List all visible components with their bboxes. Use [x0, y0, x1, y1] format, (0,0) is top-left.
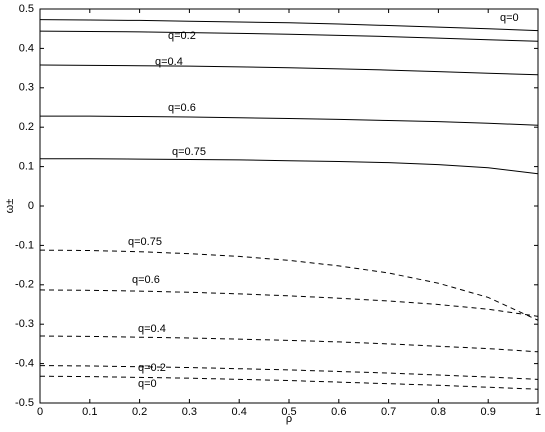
curve-label: q=0.4 — [138, 323, 166, 335]
y-tick-label: 0.2 — [19, 121, 34, 133]
y-tick-label: -0.4 — [15, 358, 34, 370]
curve — [39, 289, 539, 317]
x-tick-label: 0.9 — [481, 406, 496, 418]
curve — [39, 365, 539, 380]
y-tick-label: 0.4 — [19, 42, 34, 54]
curve — [39, 375, 539, 390]
curve — [39, 335, 539, 353]
x-tick-label: 0.2 — [132, 406, 147, 418]
curve — [39, 19, 539, 32]
y-tick-label: 0.1 — [19, 161, 34, 173]
curve — [40, 115, 539, 126]
x-tick-label: 0.8 — [431, 406, 446, 418]
curve-label: q=0 — [138, 378, 157, 390]
y-tick-label: -0.3 — [15, 318, 34, 330]
curve-label: q=0.6 — [168, 102, 196, 114]
x-tick-label: 0.4 — [232, 406, 247, 418]
y-tick-label: -0.2 — [15, 279, 34, 291]
curve-label: q=0.75 — [172, 146, 206, 158]
curve-label: q=0.4 — [155, 56, 183, 68]
curve-label: q=0.6 — [132, 274, 160, 286]
x-axis-label: ρ — [286, 413, 292, 425]
x-tick-label: 0.6 — [331, 406, 346, 418]
curve — [39, 30, 539, 42]
curve-label: q=0.75 — [128, 236, 162, 248]
x-tick-label: 0.5 — [281, 406, 296, 418]
y-tick-label: 0.3 — [19, 82, 34, 94]
curve-label: q=0.2 — [168, 30, 196, 42]
y-tick-label: 0 — [28, 200, 34, 212]
y-tick-label: 0.5 — [19, 3, 34, 15]
x-tick-label: 1 — [535, 406, 541, 418]
curve-label: q=0.2 — [138, 362, 166, 374]
curve — [39, 249, 539, 321]
y-axis-label: ω± — [4, 199, 16, 214]
curve-label: q=0 — [500, 12, 519, 24]
y-tick-label: -0.1 — [15, 239, 34, 251]
x-tick-label: 0 — [37, 406, 43, 418]
x-tick-label: 0.1 — [82, 406, 97, 418]
x-tick-label: 0.7 — [381, 406, 396, 418]
x-tick-label: 0.3 — [182, 406, 197, 418]
y-tick-label: -0.5 — [15, 397, 34, 409]
curve — [40, 158, 539, 175]
curve — [39, 64, 539, 76]
